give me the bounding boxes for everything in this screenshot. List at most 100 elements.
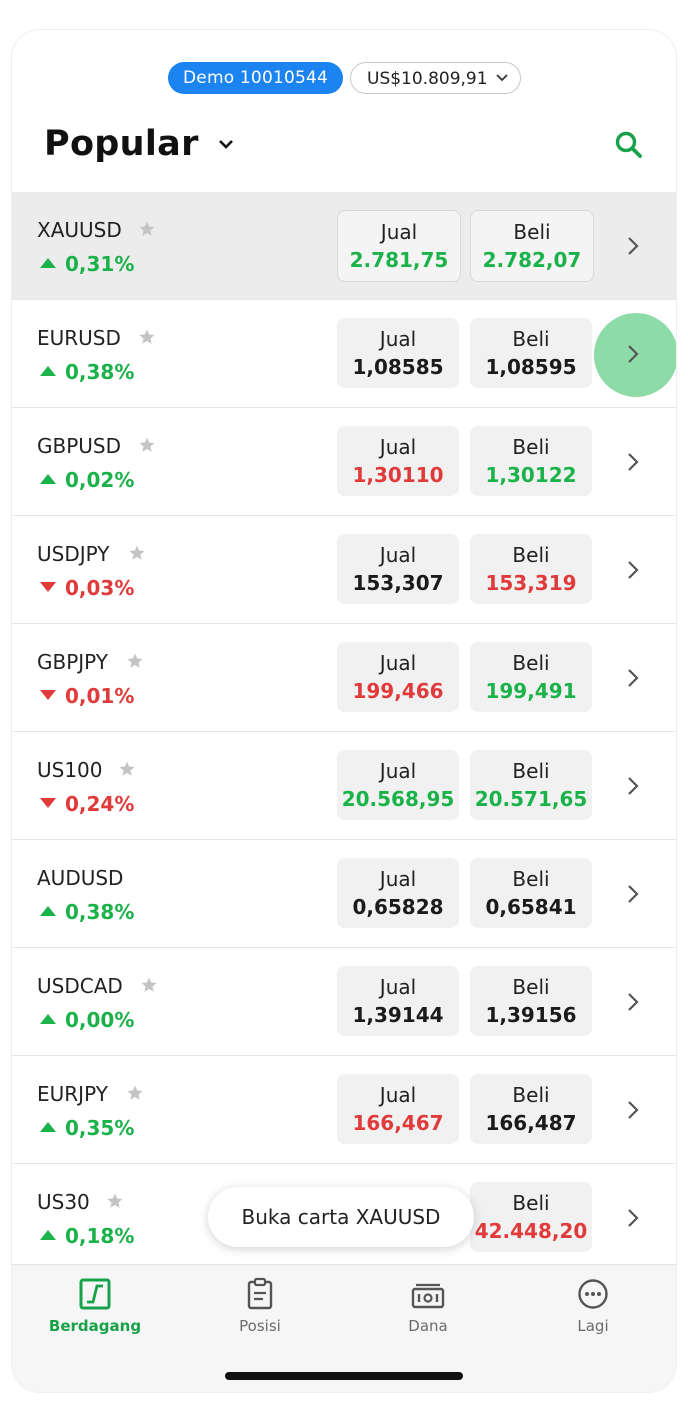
demo-account-badge[interactable]: Demo 10010544 <box>168 62 344 94</box>
sell-button[interactable]: Jual 2.781,75 <box>337 210 461 282</box>
sell-button[interactable]: Jual 166,467 <box>337 1074 459 1144</box>
buy-label: Beli <box>512 1191 550 1215</box>
buy-button[interactable]: Beli 199,491 <box>470 642 592 712</box>
sell-label: Jual <box>379 435 417 459</box>
change-value: 0,38% <box>65 900 135 924</box>
buy-button[interactable]: Beli 20.571,65 <box>470 750 592 820</box>
buy-button[interactable]: Beli 42.448,20 <box>470 1182 592 1252</box>
change-value: 0,01% <box>65 684 135 708</box>
sell-button[interactable]: Jual 20.568,95 <box>337 750 459 820</box>
tab-label: Lagi <box>577 1317 609 1335</box>
instrument-row[interactable]: USDCAD 0,00% Jual 1,39144 Beli 1,39156 <box>12 948 676 1056</box>
buy-price: 20.571,65 <box>474 787 588 811</box>
instrument-row[interactable]: GBPJPY 0,01% Jual 199,466 Beli 199,491 <box>12 624 676 732</box>
chevron-right-icon[interactable] <box>626 1100 640 1120</box>
star-icon[interactable] <box>140 976 158 994</box>
change-percent: 0,18% <box>40 1224 134 1248</box>
chevron-right-icon[interactable] <box>626 560 640 580</box>
instrument-row[interactable]: AUDUSD 0,38% Jual 0,65828 Beli 0,65841 <box>12 840 676 948</box>
change-percent: 0,24% <box>40 792 134 816</box>
chevron-right-icon[interactable] <box>626 1208 640 1228</box>
chevron-right-icon[interactable] <box>626 344 640 364</box>
chevron-right-icon[interactable] <box>626 992 640 1012</box>
tab-dana[interactable]: Dana <box>358 1277 498 1335</box>
star-icon[interactable] <box>138 220 156 238</box>
chevron-right-icon[interactable] <box>626 776 640 796</box>
sell-button[interactable]: Jual 199,466 <box>337 642 459 712</box>
sell-price: 153,307 <box>352 571 444 595</box>
star-icon[interactable] <box>126 652 144 670</box>
app-screen: Demo 10010544 US$10.809,91 Popular XAUUS… <box>12 30 676 1392</box>
sell-button[interactable]: Jual 1,30110 <box>337 426 459 496</box>
star-icon[interactable] <box>126 1084 144 1102</box>
buy-label: Beli <box>512 543 550 567</box>
buy-button[interactable]: Beli 1,39156 <box>470 966 592 1036</box>
buy-button[interactable]: Beli 153,319 <box>470 534 592 604</box>
sell-button[interactable]: Jual 0,65828 <box>337 858 459 928</box>
chevron-right-icon[interactable] <box>626 884 640 904</box>
buy-label: Beli <box>512 1083 550 1107</box>
chevron-down-icon[interactable] <box>218 134 234 153</box>
instrument-symbol: US100 <box>37 758 103 782</box>
buy-price: 166,487 <box>485 1111 577 1135</box>
sell-price: 1,08585 <box>352 355 444 379</box>
tab-posisi[interactable]: Posisi <box>190 1277 330 1335</box>
triangle-up-icon <box>40 1230 56 1240</box>
clipboard-icon <box>243 1277 277 1311</box>
buy-button[interactable]: Beli 1,08595 <box>470 318 592 388</box>
buy-button[interactable]: Beli 1,30122 <box>470 426 592 496</box>
sell-label: Jual <box>379 975 417 999</box>
chevron-right-icon[interactable] <box>626 236 640 256</box>
change-percent: 0,38% <box>40 360 134 384</box>
buy-price: 2.782,07 <box>482 248 582 272</box>
buy-button[interactable]: Beli 166,487 <box>470 1074 592 1144</box>
home-indicator <box>225 1372 463 1380</box>
instrument-row[interactable]: XAUUSD 0,31% Jual 2.781,75 Beli 2.782,07 <box>12 192 676 300</box>
sell-price: 1,39144 <box>352 1003 444 1027</box>
instrument-row[interactable]: USDJPY 0,03% Jual 153,307 Beli 153,319 <box>12 516 676 624</box>
buy-price: 42.448,20 <box>474 1219 588 1243</box>
star-icon[interactable] <box>138 328 156 346</box>
instrument-row[interactable]: US30 0,18% Beli 42.448,20 <box>12 1164 676 1272</box>
buy-label: Beli <box>512 975 550 999</box>
instrument-symbol: USDCAD <box>37 974 123 998</box>
instrument-symbol: EURJPY <box>37 1082 108 1106</box>
sell-button[interactable]: Jual 1,08585 <box>337 318 459 388</box>
buy-button[interactable]: Beli 2.782,07 <box>470 210 594 282</box>
sell-button[interactable]: Jual 153,307 <box>337 534 459 604</box>
balance-selector[interactable]: US$10.809,91 <box>350 62 521 94</box>
sell-label: Jual <box>379 759 417 783</box>
buy-button[interactable]: Beli 0,65841 <box>470 858 592 928</box>
chevron-right-icon[interactable] <box>626 668 640 688</box>
star-icon[interactable] <box>138 436 156 454</box>
tab-berdagang[interactable]: Berdagang <box>25 1277 165 1335</box>
sell-label: Jual <box>379 651 417 675</box>
instrument-symbol: AUDUSD <box>37 866 124 890</box>
star-icon[interactable] <box>118 760 136 778</box>
chevron-right-icon[interactable] <box>626 452 640 472</box>
sell-label: Jual <box>380 220 418 244</box>
page-title[interactable]: Popular <box>44 124 199 164</box>
buy-label: Beli <box>512 435 550 459</box>
star-icon[interactable] <box>106 1192 124 1210</box>
star-icon[interactable] <box>128 544 146 562</box>
instrument-row[interactable]: EURJPY 0,35% Jual 166,467 Beli 166,487 <box>12 1056 676 1164</box>
instrument-symbol: USDJPY <box>37 542 110 566</box>
change-percent: 0,38% <box>40 900 134 924</box>
tab-lagi[interactable]: Lagi <box>523 1277 663 1335</box>
sell-label: Jual <box>379 867 417 891</box>
change-value: 0,02% <box>65 468 135 492</box>
instrument-symbol: US30 <box>37 1190 90 1214</box>
instrument-row[interactable]: EURUSD 0,38% Jual 1,08585 Beli 1,08595 <box>12 300 676 408</box>
sell-button[interactable]: Jual 1,39144 <box>337 966 459 1036</box>
triangle-up-icon <box>40 474 56 484</box>
sell-price: 1,30110 <box>352 463 444 487</box>
instrument-row[interactable]: GBPUSD 0,02% Jual 1,30110 Beli 1,30122 <box>12 408 676 516</box>
buy-price: 199,491 <box>485 679 577 703</box>
instrument-symbol: GBPUSD <box>37 434 122 458</box>
buy-price: 0,65841 <box>485 895 577 919</box>
instrument-row[interactable]: US100 0,24% Jual 20.568,95 Beli 20.571,65 <box>12 732 676 840</box>
change-value: 0,00% <box>65 1008 135 1032</box>
change-percent: 0,03% <box>40 576 134 600</box>
search-icon[interactable] <box>614 130 644 160</box>
